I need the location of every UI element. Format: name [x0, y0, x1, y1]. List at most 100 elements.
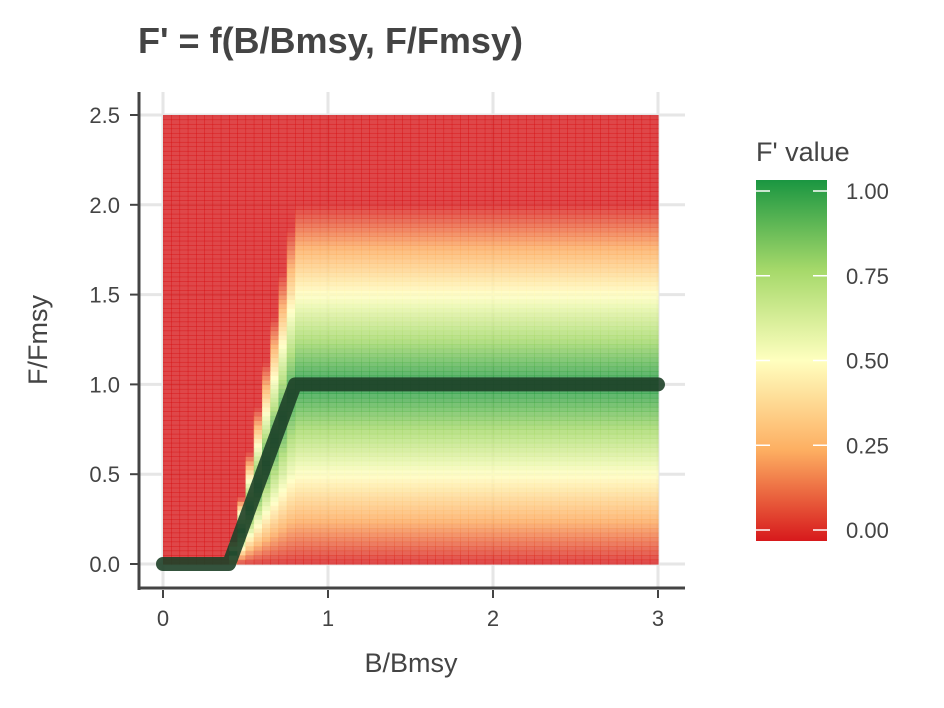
heatmap-cell	[435, 290, 445, 296]
heatmap-cell	[517, 519, 527, 525]
heatmap-cell	[245, 164, 255, 170]
heatmap-cell	[163, 312, 172, 318]
heatmap-cell	[418, 460, 428, 466]
heatmap-cell	[245, 240, 255, 246]
heatmap-cell	[352, 451, 362, 457]
heatmap-cell	[344, 137, 354, 143]
heatmap-cell	[418, 519, 428, 525]
heatmap-cell	[262, 200, 271, 206]
heatmap-cell	[410, 227, 420, 233]
heatmap-cell	[229, 303, 238, 309]
heatmap-cell	[237, 254, 247, 260]
heatmap-cell	[377, 541, 387, 547]
heatmap-cell	[319, 393, 329, 399]
heatmap-cell	[328, 123, 337, 130]
heatmap-cell	[526, 137, 535, 143]
heatmap-cell	[534, 460, 544, 466]
heatmap-cell	[163, 285, 172, 291]
heatmap-cell	[451, 249, 461, 255]
heatmap-cell	[435, 123, 445, 130]
heatmap-cell	[278, 213, 288, 219]
heatmap-cell	[369, 312, 379, 318]
heatmap-cell	[187, 456, 197, 462]
heatmap-cell	[336, 303, 346, 309]
heatmap-cell	[534, 146, 544, 152]
heatmap-cell	[336, 501, 346, 507]
heatmap-cell	[212, 303, 222, 309]
heatmap-cell	[385, 173, 395, 179]
heatmap-cell	[468, 415, 478, 421]
heatmap-cell	[229, 478, 238, 484]
heatmap-cell	[361, 227, 370, 233]
heatmap-cell	[443, 155, 453, 161]
heatmap-cell	[468, 492, 478, 498]
heatmap-cell	[220, 317, 230, 323]
heatmap-cell	[559, 505, 568, 511]
heatmap-cell	[410, 195, 420, 201]
heatmap-cell	[278, 308, 288, 314]
heatmap-cell	[344, 429, 354, 435]
heatmap-cell	[220, 335, 230, 341]
heatmap-cell	[270, 240, 280, 246]
heatmap-cell	[361, 510, 370, 516]
heatmap-cell	[550, 191, 560, 197]
heatmap-cell	[187, 168, 197, 174]
heatmap-cell	[253, 218, 263, 224]
heatmap-cell	[187, 528, 197, 534]
heatmap-cell	[410, 132, 420, 139]
heatmap-cell	[171, 510, 181, 516]
heatmap-cell	[501, 487, 511, 493]
heatmap-cell	[262, 483, 271, 489]
heatmap-cell	[394, 474, 403, 480]
heatmap-cell	[179, 245, 189, 251]
heatmap-cell	[377, 433, 387, 439]
heatmap-cell	[418, 501, 428, 507]
heatmap-cell	[204, 182, 214, 188]
heatmap-cell	[509, 213, 519, 219]
heatmap-cell	[344, 317, 354, 323]
heatmap-cell	[534, 285, 544, 291]
heatmap-cell	[517, 294, 527, 300]
heatmap-cell	[328, 487, 337, 493]
heatmap-cell	[369, 442, 379, 448]
heatmap-cell	[427, 299, 436, 305]
heatmap-cell	[262, 384, 271, 390]
heatmap-cell	[468, 173, 478, 179]
heatmap-cell	[517, 290, 527, 296]
heatmap-cell	[427, 137, 436, 143]
heatmap-cell	[460, 213, 469, 219]
heatmap-cell	[501, 532, 511, 538]
heatmap-cell	[237, 492, 247, 498]
heatmap-cell	[237, 231, 247, 237]
heatmap-cell	[385, 492, 395, 498]
heatmap-cell	[311, 294, 321, 300]
heatmap-cell	[394, 132, 403, 139]
heatmap-cell	[253, 236, 263, 242]
heatmap-cell	[427, 231, 436, 237]
heatmap-cell	[385, 366, 395, 372]
heatmap-cell	[493, 339, 502, 345]
heatmap-cell	[245, 388, 255, 394]
heatmap-cell	[501, 357, 511, 363]
heatmap-cell	[468, 335, 478, 341]
heatmap-cell	[435, 559, 445, 565]
heatmap-cell	[501, 258, 511, 264]
heatmap-cell	[460, 245, 469, 251]
heatmap-cell	[427, 150, 436, 157]
heatmap-cell	[468, 164, 478, 170]
heatmap-cell	[460, 249, 469, 255]
heatmap-cell	[361, 514, 370, 520]
heatmap-cell	[171, 285, 181, 291]
heatmap-cell	[443, 393, 453, 399]
heatmap-cell	[361, 267, 370, 273]
heatmap-cell	[196, 281, 205, 287]
heatmap-cell	[237, 258, 247, 264]
heatmap-cell	[418, 366, 428, 372]
heatmap-cell	[220, 123, 230, 130]
heatmap-cell	[526, 532, 535, 538]
heatmap-cell	[212, 209, 222, 215]
heatmap-cell	[179, 388, 189, 394]
heatmap-cell	[526, 393, 535, 399]
heatmap-cell	[410, 182, 420, 188]
heatmap-cell	[286, 290, 296, 296]
